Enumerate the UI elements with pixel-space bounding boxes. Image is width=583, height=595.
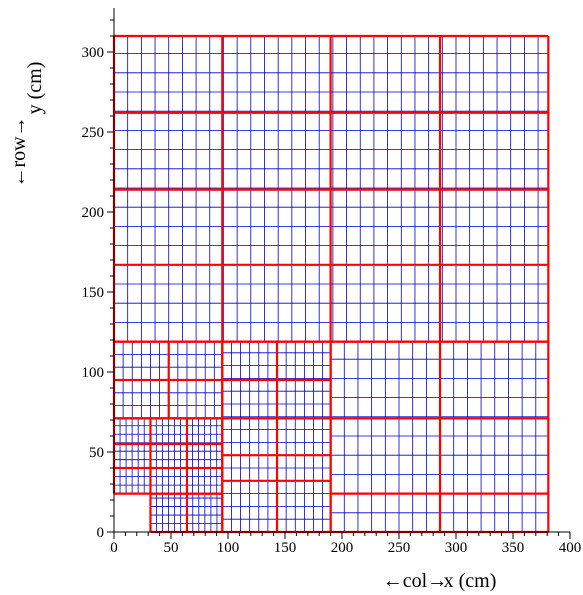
tick-labels: 0 50 100 150 200 250 300 350 400 0 50 100 150 200 250 3… bbox=[82, 45, 582, 556]
axes bbox=[107, 8, 571, 539]
x-axis-label: x (cm) bbox=[444, 570, 497, 592]
x-tick-label: 350 bbox=[502, 540, 525, 556]
y-axis-title: y (cm) bbox=[24, 62, 46, 115]
x-tick-label: 300 bbox=[445, 540, 468, 556]
y-tick-label: 100 bbox=[82, 365, 105, 381]
x-axis-title: x (cm) bbox=[444, 570, 497, 592]
x-tick-label: 100 bbox=[217, 540, 240, 556]
y-tick-label: 250 bbox=[82, 125, 105, 141]
y-tick-label: 0 bbox=[97, 525, 105, 541]
x-axis-prefix-text: ←col→ bbox=[383, 570, 447, 592]
y-axis-prefix: ←row→ bbox=[8, 116, 30, 187]
y-tick-label: 200 bbox=[82, 205, 105, 221]
x-tick-label: 0 bbox=[110, 540, 118, 556]
y-axis-prefix-text: ←row→ bbox=[8, 116, 30, 187]
x-tick-label: 250 bbox=[388, 540, 411, 556]
y-tick-label: 50 bbox=[89, 445, 104, 461]
y-axis-label: y (cm) bbox=[24, 62, 46, 115]
x-tick-label: 150 bbox=[274, 540, 297, 556]
x-tick-label: 50 bbox=[164, 540, 179, 556]
x-axis-prefix: ←col→ bbox=[383, 570, 447, 592]
y-tick-label: 150 bbox=[82, 285, 105, 301]
x-tick-label: 200 bbox=[331, 540, 354, 556]
y-tick-label: 300 bbox=[82, 45, 105, 61]
x-tick-label: 400 bbox=[559, 540, 582, 556]
